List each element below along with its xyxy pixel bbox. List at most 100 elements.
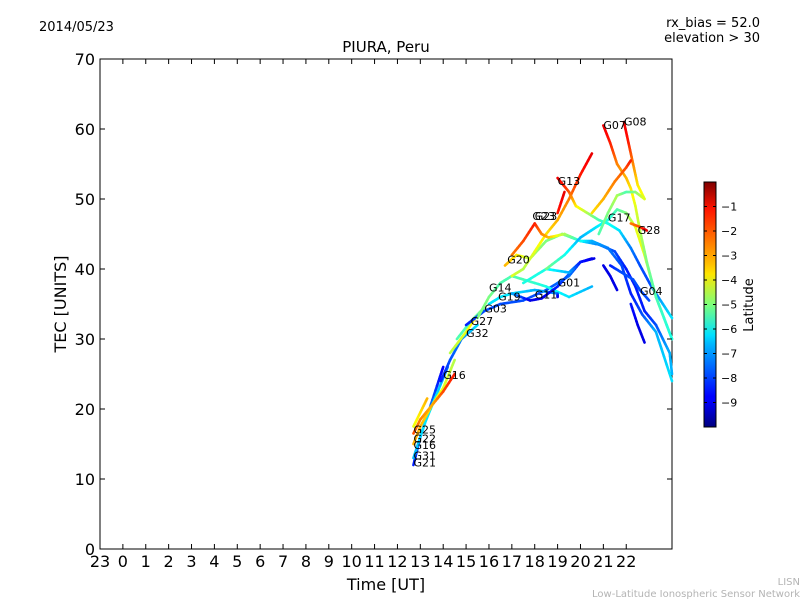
colorbar-tick-label: −4 [721, 274, 737, 287]
colorbar-tick-label: −8 [721, 372, 737, 385]
series-label-g17: G17 [608, 211, 631, 224]
credit-network: Low-Latitude Ionospheric Sensor Network [592, 589, 800, 600]
series-segment [654, 330, 660, 342]
series-label-g13: G13 [558, 175, 581, 188]
x-tick-label: 21 [593, 552, 613, 571]
series-g28 [629, 222, 649, 232]
y-axis-ticks: 0 10 20 30 40 50 60 70 [75, 50, 672, 559]
x-tick-label: 13 [410, 552, 430, 571]
series-g13b [590, 159, 633, 215]
series-label-g08: G08 [624, 116, 647, 129]
series-label-g32: G32 [466, 327, 489, 340]
series-g23 [510, 152, 594, 278]
series-g22 [412, 372, 456, 435]
date-label: 2014/05/23 [39, 20, 114, 35]
x-tick-label: 7 [278, 552, 288, 571]
x-tick-label: 5 [232, 552, 242, 571]
series-segment [646, 297, 651, 302]
series-segment [424, 397, 429, 403]
series-label-g07: G07 [603, 119, 626, 132]
series-label-g23: G23 [532, 210, 555, 223]
series-segment [628, 159, 633, 163]
x-axis-ticks: 23 0 1 2 3 4 5 6 7 8 9 10 11 12 13 14 15 16 17 18 19 20 21 22 [90, 59, 636, 571]
colorbar-tick-label: −3 [721, 250, 737, 263]
series-g16b [439, 323, 479, 383]
series-label-g23b: G23 [535, 210, 558, 223]
x-tick-label: 10 [342, 552, 362, 571]
colorbar-label: Latitude [742, 278, 757, 332]
series-g23b [510, 222, 674, 383]
y-tick-label: 20 [75, 400, 95, 419]
x-tick-label: 0 [118, 552, 128, 571]
x-tick-label: 17 [502, 552, 522, 571]
x-tick-label: 15 [456, 552, 476, 571]
colorbar-tick-label: −5 [721, 299, 737, 312]
colorbar-tick-label: −2 [721, 225, 737, 238]
series-g25 [412, 397, 429, 428]
series-g01 [521, 257, 596, 285]
colorbar-tick-label: −9 [721, 397, 737, 410]
series-g25b [556, 190, 566, 215]
series-g04b [602, 264, 619, 292]
series-label-g27: G27 [471, 315, 494, 328]
y-tick-label: 0 [85, 540, 95, 559]
x-tick-label: 12 [387, 552, 407, 571]
series-g04c [629, 302, 646, 344]
y-tick-label: 10 [75, 470, 95, 489]
x-tick-label: 23 [90, 552, 110, 571]
series-label-g11: G11 [535, 288, 558, 301]
series-segment [657, 338, 663, 350]
series-segment [669, 314, 674, 320]
credit-lisn: LISN [778, 577, 800, 588]
y-axis-label: TEC [UNITS] [51, 256, 70, 354]
series-label-g16b: G16 [443, 369, 466, 382]
series-label-g03: G03 [484, 302, 507, 315]
colorbar-tick-label: −7 [721, 348, 737, 361]
series-segment [588, 152, 594, 159]
series-label-g31: G31 [413, 449, 436, 462]
x-tick-label: 4 [209, 552, 219, 571]
x-tick-label: 20 [570, 552, 590, 571]
series-g19 [487, 288, 559, 306]
x-tick-label: 1 [141, 552, 151, 571]
series-segment [665, 363, 671, 375]
elevation-label: elevation > 30 [664, 31, 760, 46]
x-tick-label: 6 [255, 552, 265, 571]
colorbar-tick-label: −1 [721, 201, 737, 214]
chart-title: PIURA, Peru [342, 38, 429, 56]
series-g04 [608, 264, 651, 302]
series-layer [412, 120, 674, 467]
colorbar-ticks: −1 −2 −3 −4 −5 −6 −7 −8 −9 [704, 201, 737, 410]
series-segment [441, 365, 445, 371]
series-label-g14: G14 [489, 281, 512, 294]
series-label-g20: G20 [507, 253, 530, 266]
rx-bias-label: rx_bias = 52.0 [666, 16, 760, 31]
series-segment [562, 190, 566, 197]
series-label-g04: G04 [640, 285, 663, 298]
y-tick-label: 50 [75, 190, 95, 209]
series-label-g28: G28 [638, 224, 661, 237]
plot-area [99, 58, 673, 550]
x-tick-label: 2 [164, 552, 174, 571]
series-segment [668, 330, 674, 341]
x-tick-label: 18 [525, 552, 545, 571]
series-segment [641, 196, 646, 201]
y-tick-label: 40 [75, 260, 95, 279]
series-segment [586, 285, 594, 290]
series-segment [644, 228, 649, 232]
series-segment [662, 355, 668, 366]
colorbar-tick-label: −6 [721, 323, 737, 336]
series-segment [668, 371, 674, 383]
series-segment [473, 323, 479, 329]
series-g08b [597, 190, 646, 236]
series-segment [660, 347, 666, 358]
y-tick-label: 30 [75, 330, 95, 349]
y-tick-label: 70 [75, 50, 95, 69]
series-label-g16: G16 [413, 439, 436, 452]
x-tick-label: 8 [301, 552, 311, 571]
x-tick-label: 19 [547, 552, 567, 571]
x-tick-label: 9 [324, 552, 334, 571]
x-tick-label: 22 [616, 552, 636, 571]
